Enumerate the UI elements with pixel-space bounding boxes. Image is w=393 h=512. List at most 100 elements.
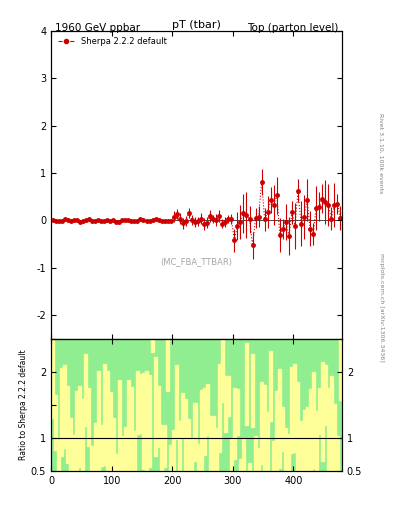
Bar (303, 410, 306, 471)
Bar (272, 441, 275, 471)
Bar (115, 454, 118, 471)
Bar (169, 445, 172, 471)
Bar (54, 395, 57, 450)
Bar (178, 421, 181, 471)
Title: pT (tbar): pT (tbar) (172, 20, 221, 30)
Bar (99, 425, 103, 466)
Bar (88, 388, 90, 446)
Bar (290, 367, 294, 453)
Bar (148, 375, 151, 467)
Bar (236, 390, 239, 436)
Bar (260, 382, 263, 464)
Bar (242, 438, 245, 471)
Bar (266, 412, 269, 471)
Bar (90, 446, 94, 471)
Bar (251, 354, 254, 427)
Bar (336, 436, 339, 471)
Bar (191, 438, 193, 471)
Bar (63, 365, 66, 447)
Bar (193, 403, 196, 461)
Legend: Sherpa 2.2.2 default: Sherpa 2.2.2 default (55, 35, 169, 49)
Bar (239, 459, 242, 471)
Bar (248, 463, 251, 471)
Bar (118, 380, 121, 471)
Bar (285, 428, 287, 471)
Bar (181, 393, 184, 438)
Bar (81, 399, 84, 471)
Bar (163, 425, 166, 467)
Bar (130, 387, 133, 471)
Bar (218, 364, 221, 452)
Bar (209, 416, 212, 471)
Bar (97, 371, 99, 471)
Bar (142, 373, 145, 470)
Bar (321, 361, 324, 461)
Bar (160, 424, 163, 471)
Bar (269, 351, 272, 420)
Bar (278, 369, 281, 468)
Bar (327, 388, 330, 471)
Bar (221, 339, 224, 401)
Bar (187, 419, 191, 471)
Bar (318, 388, 321, 434)
Bar (263, 385, 266, 471)
Bar (51, 339, 342, 471)
Bar (275, 392, 278, 471)
Bar (315, 411, 318, 471)
Bar (330, 376, 333, 471)
Bar (287, 434, 290, 471)
Bar (127, 380, 130, 471)
Bar (324, 365, 327, 425)
Bar (57, 440, 60, 471)
Bar (84, 354, 88, 426)
Text: mcplots.cern.ch [arXiv:1306.3436]: mcplots.cern.ch [arXiv:1306.3436] (379, 253, 384, 361)
Bar (94, 422, 97, 471)
Bar (106, 371, 108, 471)
Bar (184, 399, 187, 471)
Bar (227, 376, 230, 416)
Bar (257, 449, 260, 471)
Bar (175, 365, 178, 439)
Bar (157, 386, 160, 447)
Text: Rivet 3.1.10, 100k events: Rivet 3.1.10, 100k events (379, 114, 384, 194)
Bar (78, 386, 81, 467)
Bar (121, 436, 124, 471)
Bar (339, 339, 342, 399)
Bar (233, 388, 236, 459)
Bar (124, 427, 127, 471)
Bar (145, 371, 148, 471)
Text: 1960 GeV ppbar: 1960 GeV ppbar (55, 23, 140, 33)
Text: Top (parton level): Top (parton level) (246, 23, 338, 33)
Bar (299, 421, 303, 471)
Bar (112, 418, 115, 471)
Bar (151, 339, 154, 352)
Bar (51, 339, 54, 418)
Bar (166, 339, 169, 391)
Bar (202, 388, 206, 455)
Bar (72, 435, 75, 471)
Bar (212, 416, 215, 471)
Bar (254, 436, 257, 471)
Bar (230, 438, 233, 471)
Bar (108, 392, 112, 471)
Bar (196, 443, 200, 471)
Bar (133, 432, 136, 471)
Bar (69, 418, 72, 471)
Bar (200, 390, 202, 471)
Bar (309, 389, 312, 471)
Bar (245, 344, 248, 425)
Bar (103, 364, 106, 465)
Bar (60, 368, 63, 457)
Bar (66, 386, 69, 463)
Bar (172, 430, 175, 471)
Bar (206, 384, 209, 435)
Bar (294, 364, 296, 453)
Bar (333, 403, 336, 471)
Bar (154, 357, 157, 456)
Bar (306, 407, 309, 471)
Y-axis label: Ratio to Sherpa 2.2.2 default: Ratio to Sherpa 2.2.2 default (19, 350, 28, 460)
Bar (139, 374, 142, 433)
Bar (75, 391, 78, 471)
Bar (215, 429, 218, 471)
Bar (136, 371, 139, 434)
